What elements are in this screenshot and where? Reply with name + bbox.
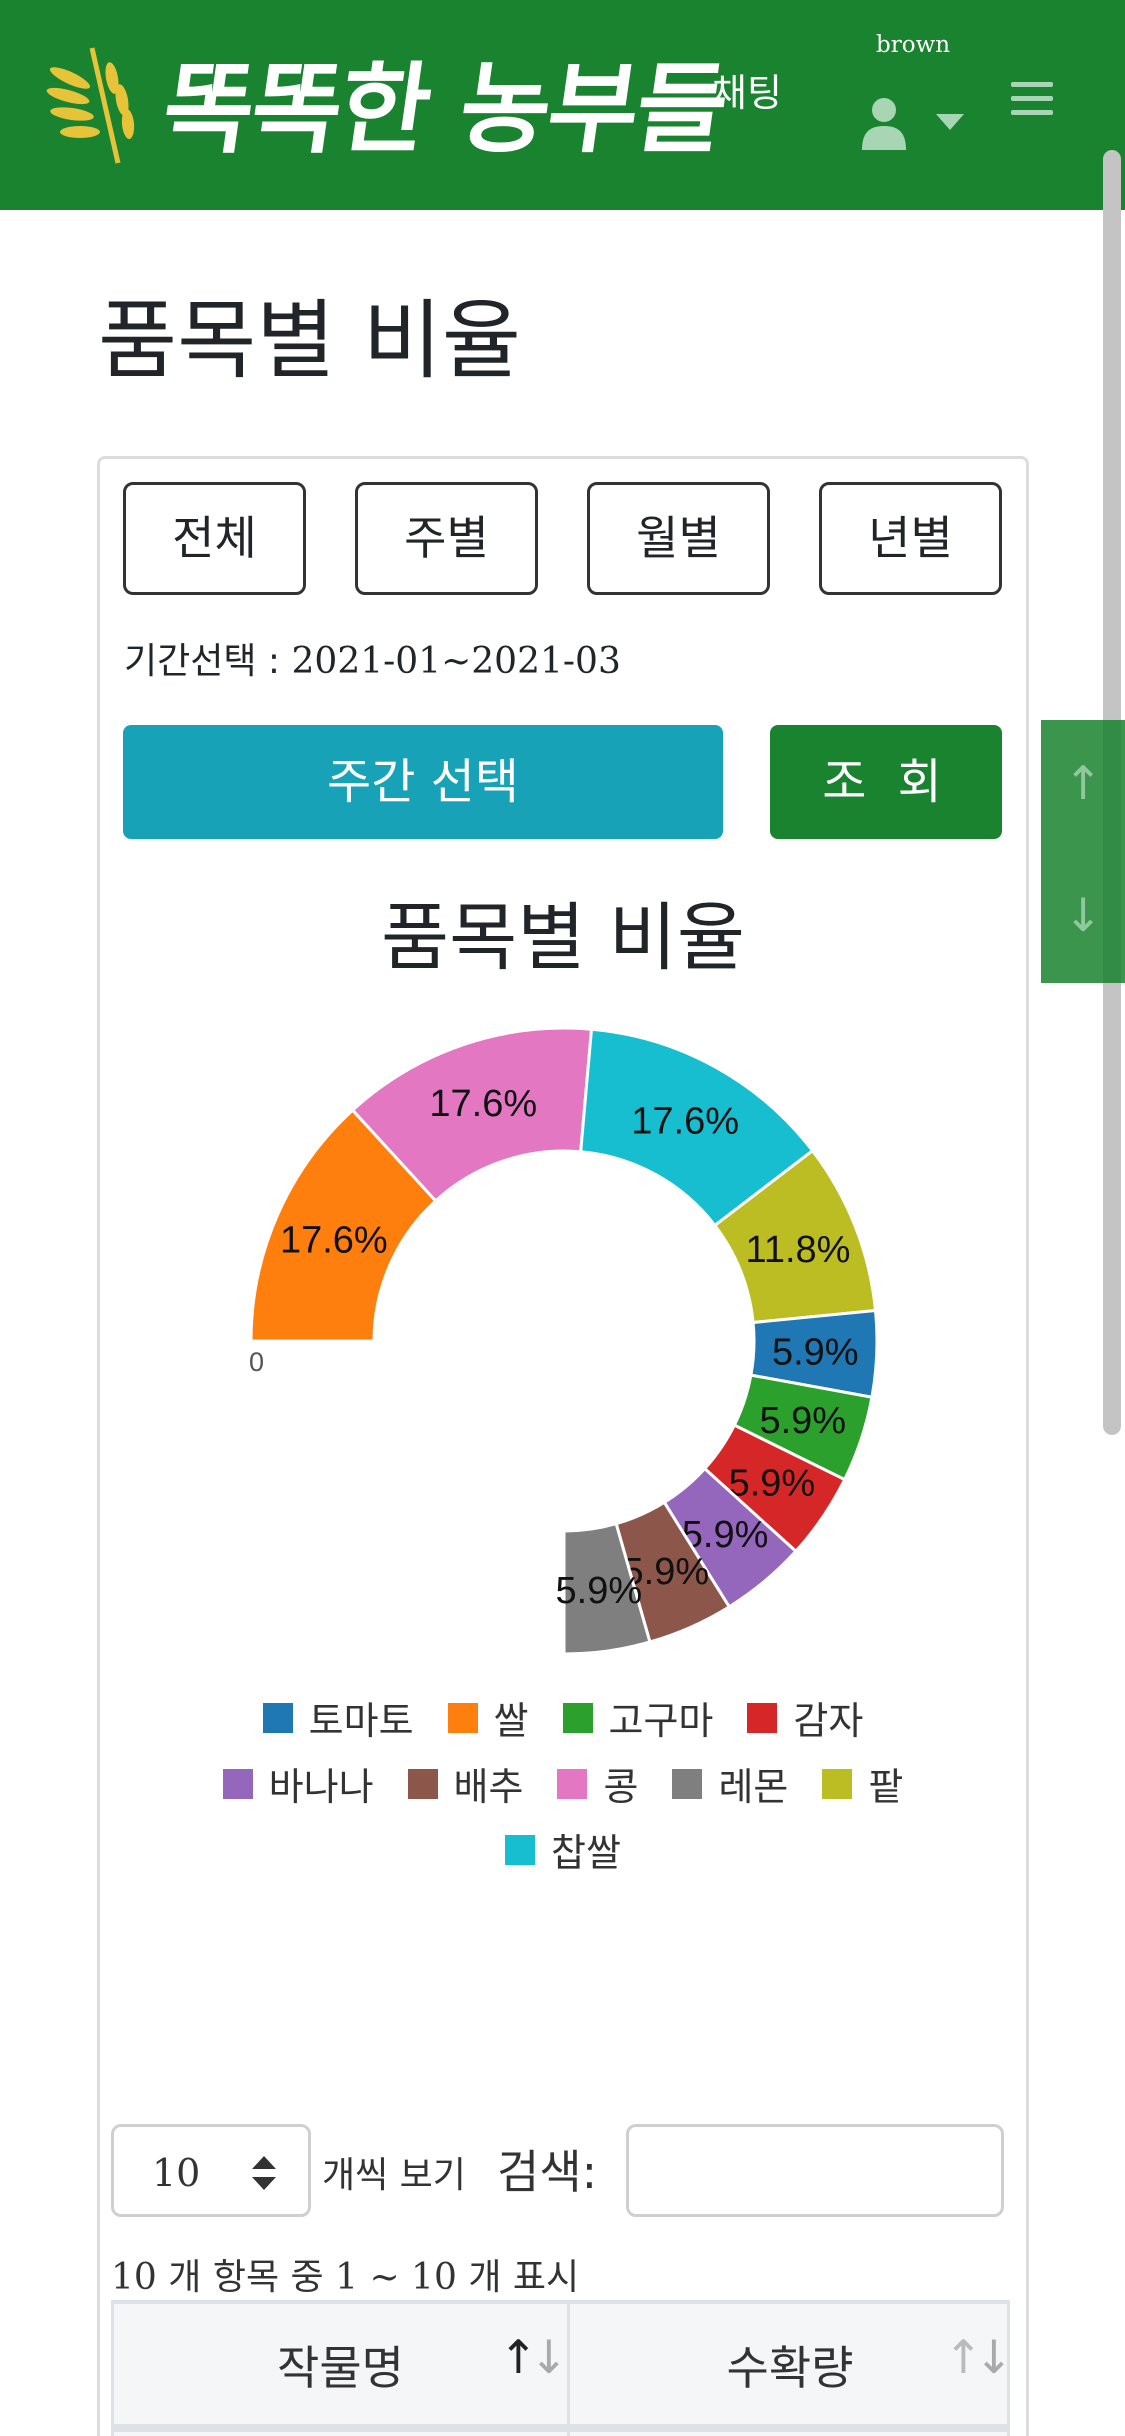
legend-item[interactable]: 레몬 bbox=[672, 1756, 788, 1811]
period-monthly-button[interactable]: 월별 bbox=[587, 482, 770, 595]
scroll-up-icon[interactable]: ↑ bbox=[1041, 760, 1125, 806]
info-mid: 개 항목 중 bbox=[168, 2257, 323, 2298]
legend-item[interactable]: 쌀 bbox=[448, 1690, 529, 1745]
legend-item[interactable]: 토마토 bbox=[263, 1690, 414, 1745]
legend-label: 콩 bbox=[603, 1756, 638, 1811]
legend-item[interactable]: 감자 bbox=[747, 1690, 863, 1745]
legend-item[interactable]: 찹쌀 bbox=[505, 1822, 621, 1877]
legend-swatch bbox=[263, 1703, 293, 1733]
legend-label: 레몬 bbox=[718, 1756, 788, 1811]
legend-item[interactable]: 고구마 bbox=[563, 1690, 714, 1745]
brand-logo-text[interactable]: 똑똑한 농부들 bbox=[155, 30, 736, 172]
page-title: 품목별 비율 bbox=[98, 270, 521, 395]
period-value: 2021-01~2021-03 bbox=[292, 641, 621, 682]
period-selection-text: 기간선택 : 2021-01~2021-03 bbox=[124, 632, 621, 684]
period-yearly-button[interactable]: 년별 bbox=[819, 482, 1002, 595]
legend-swatch bbox=[747, 1703, 777, 1733]
chat-link[interactable]: 채팅 bbox=[712, 62, 782, 117]
select-updown-icon bbox=[250, 2153, 278, 2193]
legend-label: 바나나 bbox=[269, 1756, 374, 1811]
info-range: 1 ~ 10 bbox=[335, 2257, 457, 2298]
legend-swatch bbox=[505, 1835, 535, 1865]
period-prefix: 기간선택 : bbox=[124, 641, 280, 682]
legend-swatch bbox=[822, 1769, 852, 1799]
legend-swatch bbox=[672, 1769, 702, 1799]
chart-title: 품목별 비율 bbox=[97, 878, 1029, 985]
legend-swatch bbox=[448, 1703, 478, 1733]
legend-label: 쌀 bbox=[494, 1690, 529, 1745]
legend-label: 배추 bbox=[454, 1756, 524, 1811]
table-search-input[interactable] bbox=[626, 2124, 1004, 2217]
info-suffix: 개 표시 bbox=[468, 2257, 579, 2298]
rice-plant-logo-icon[interactable] bbox=[40, 38, 150, 168]
scroll-down-icon[interactable]: ↓ bbox=[1041, 892, 1125, 938]
floating-scroll-panel: ↑ ↓ bbox=[1041, 720, 1125, 983]
legend-swatch bbox=[408, 1769, 438, 1799]
query-button[interactable]: 조 회 bbox=[770, 725, 1002, 839]
legend-label: 찹쌀 bbox=[551, 1822, 621, 1877]
table-header: 작물명 ↑↓ 수확량 ↑↓ bbox=[111, 2300, 1010, 2436]
legend-label: 고구마 bbox=[609, 1690, 714, 1745]
sort-icon[interactable]: ↑↓ bbox=[499, 2334, 560, 2380]
page-length-label: 개씩 보기 bbox=[322, 2146, 466, 2198]
column-header-yield-label: 수확량 bbox=[727, 2341, 854, 2395]
info-total: 10 bbox=[111, 2257, 157, 2298]
chart-legend-row-1: 토마토 쌀 고구마 감자 bbox=[97, 1690, 1029, 1745]
legend-item[interactable]: 배추 bbox=[408, 1756, 524, 1811]
hamburger-menu-icon[interactable] bbox=[1011, 80, 1053, 118]
table-search-label: 검색: bbox=[497, 2136, 597, 2202]
period-weekly-button[interactable]: 주별 bbox=[355, 482, 538, 595]
username-label: brown bbox=[876, 32, 950, 58]
chevron-down-icon[interactable] bbox=[936, 114, 964, 130]
legend-item[interactable]: 콩 bbox=[557, 1756, 638, 1811]
week-select-button[interactable]: 주간 선택 bbox=[123, 725, 723, 839]
legend-swatch bbox=[563, 1703, 593, 1733]
sort-icon[interactable]: ↑↓ bbox=[944, 2334, 1005, 2380]
legend-swatch bbox=[557, 1769, 587, 1799]
table-info: 10 개 항목 중 1 ~ 10 개 표시 bbox=[111, 2248, 579, 2300]
user-icon[interactable] bbox=[860, 96, 908, 150]
chart-legend-row-2: 바나나 배추 콩 레몬 팥 bbox=[97, 1756, 1029, 1811]
legend-item[interactable]: 팥 bbox=[822, 1756, 903, 1811]
page-length-select[interactable]: 10 bbox=[111, 2124, 311, 2217]
page-length-value: 10 bbox=[152, 2151, 200, 2195]
period-all-button[interactable]: 전체 bbox=[123, 482, 306, 595]
column-header-crop-label: 작물명 bbox=[277, 2341, 404, 2395]
chart-legend-row-3: 찹쌀 bbox=[97, 1822, 1029, 1877]
legend-label: 토마토 bbox=[309, 1690, 414, 1745]
legend-label: 팥 bbox=[868, 1756, 903, 1811]
legend-item[interactable]: 바나나 bbox=[223, 1756, 374, 1811]
legend-swatch bbox=[223, 1769, 253, 1799]
table-header-border bbox=[111, 2424, 1010, 2432]
legend-label: 감자 bbox=[793, 1690, 863, 1745]
